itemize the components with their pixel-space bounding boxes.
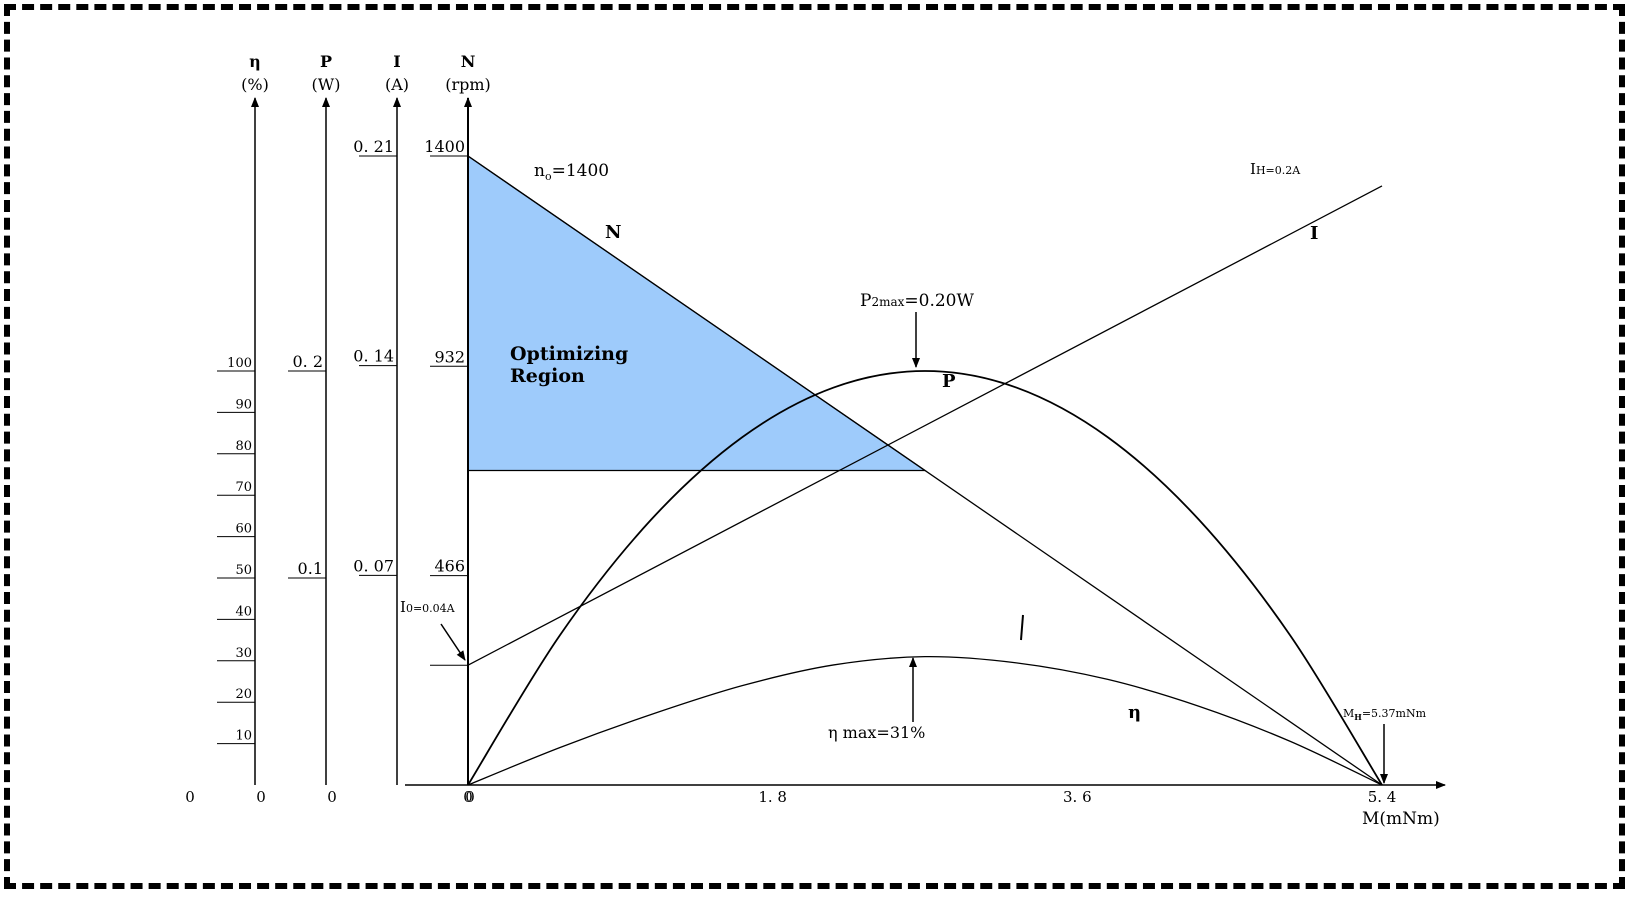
y-tick-label-P: 0. 2 xyxy=(292,352,323,371)
no-annotation: no=1400 xyxy=(534,161,609,183)
x-tick-label: 0 xyxy=(463,788,473,806)
y-tick-label-η: 90 xyxy=(235,397,252,412)
eta-max-annotation: η max=31% xyxy=(828,723,925,742)
series-label-I: I xyxy=(1310,223,1318,244)
x-tick-label: 3. 6 xyxy=(1063,788,1092,806)
y-axis-N-zero: 0 xyxy=(465,788,475,806)
y-tick-label-I: 0. 21 xyxy=(353,137,394,156)
series-I-line xyxy=(467,185,1383,666)
y-axis-η-symbol: η xyxy=(249,52,261,71)
series-η-line xyxy=(467,655,1383,786)
y-tick-label-I: 0. 07 xyxy=(353,556,394,575)
p2max-annotation: P2max=0.20W xyxy=(860,291,974,311)
y-axis-η-unit: (%) xyxy=(241,75,269,94)
y-axis-N-unit: (rpm) xyxy=(445,75,491,94)
y-axis-I-symbol: I xyxy=(393,52,400,71)
y-tick-label-I: 0. 14 xyxy=(353,347,394,366)
series-label-η: η xyxy=(1128,702,1141,723)
y-tick-label-η: 10 xyxy=(235,729,252,744)
series-label-N: N xyxy=(605,222,621,243)
y-axis-I-zero: 0 xyxy=(327,788,337,806)
y-tick-label-N: 466 xyxy=(434,557,465,576)
y-tick-label-η: 50 xyxy=(235,563,252,578)
ih-annotation: IH=0.2A xyxy=(1250,160,1301,178)
x-tick-label: 1. 8 xyxy=(758,788,787,806)
mh-annotation: MH=5.37mNm xyxy=(1343,707,1427,722)
region-label-line2: Region xyxy=(510,365,585,387)
y-axis-N-symbol: N xyxy=(461,52,476,71)
y-axis-P-symbol: P xyxy=(320,52,332,71)
x-axis-label: M(mNm) xyxy=(1362,809,1440,829)
y-tick-label-N: 932 xyxy=(434,347,465,366)
series-label-P: P xyxy=(942,371,956,392)
region-label-line1: Optimizing xyxy=(510,343,628,365)
y-axis-P-unit: (W) xyxy=(312,75,341,94)
stray-mark xyxy=(1020,614,1024,641)
y-tick-label-η: 80 xyxy=(235,439,252,454)
y-tick-label-N: 1400 xyxy=(424,137,465,156)
y-tick-label-η: 70 xyxy=(235,480,252,495)
y-axis-η-zero: 0 xyxy=(185,788,195,806)
y-axis-I-unit: (A) xyxy=(385,75,409,94)
y-tick-label-P: 0.1 xyxy=(298,559,323,578)
y-tick-label-η: 20 xyxy=(235,687,252,702)
series-N-line xyxy=(467,155,1383,786)
i0-arrow xyxy=(440,623,466,661)
i0-annotation: I0=0.04A xyxy=(400,598,456,616)
y-axis-P-zero: 0 xyxy=(256,788,266,806)
y-tick-label-η: 30 xyxy=(235,646,252,661)
y-tick-label-η: 40 xyxy=(235,604,252,619)
y-tick-label-η: 100 xyxy=(227,356,252,371)
series-P-line xyxy=(467,370,1383,786)
y-tick-label-η: 60 xyxy=(235,522,252,537)
x-tick-label: 5. 4 xyxy=(1368,788,1397,806)
